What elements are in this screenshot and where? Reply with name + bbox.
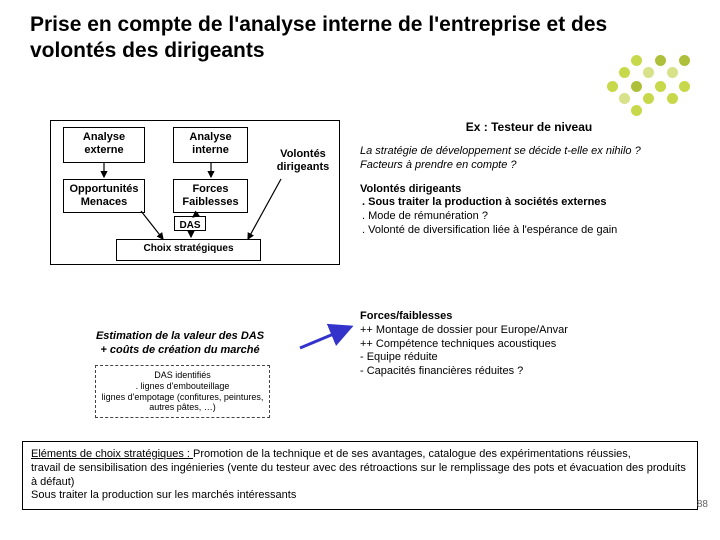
list-item: ++ Compétence techniques acoustiques — [360, 338, 698, 352]
decor-dot — [679, 81, 690, 92]
decor-dot — [655, 55, 666, 66]
vd-head: Volontés dirigeants — [360, 183, 698, 197]
list-item: . Volonté de diversification liée à l'es… — [360, 224, 698, 238]
list-item: . lignes d'embouteillage — [100, 381, 265, 392]
footer-body1: Promotion de la technique et de ses avan… — [193, 448, 631, 460]
decor-dot — [679, 55, 690, 66]
footer-lead: Eléments de choix stratégiques : — [31, 448, 193, 460]
vd-block: Volontés dirigeants . Sous traiter la pr… — [360, 183, 698, 238]
list-item: - Capacités financières réduites ? — [360, 365, 698, 379]
box-analyse-interne: Analyseinterne — [173, 127, 248, 163]
footer-box: Eléments de choix stratégiques : Promoti… — [22, 441, 698, 510]
page-number: 88 — [697, 499, 708, 510]
strategy-question: La stratégie de développement se décide … — [360, 145, 698, 173]
das-identifies-box: DAS identifiés . lignes d'embouteillagel… — [95, 365, 270, 418]
decor-dot — [655, 81, 666, 92]
list-item: autres pâtes, …) — [100, 402, 265, 413]
footer-body3: Sous traiter la production sur les march… — [31, 489, 296, 501]
box-das: DAS — [174, 216, 206, 231]
decor-dot — [643, 67, 654, 78]
box-analyse-externe: Analyseexterne — [63, 127, 145, 163]
list-item: ++ Montage de dossier pour Europe/Anvar — [360, 324, 698, 338]
decor-dot — [619, 93, 630, 104]
right-column: Ex : Testeur de niveau La stratégie de d… — [360, 120, 698, 238]
diagram-container: Analyseexterne Analyseinterne Opportunit… — [50, 120, 340, 265]
list-item: - Equipe réduite — [360, 351, 698, 365]
decor-dot — [631, 55, 642, 66]
decor-dot — [631, 105, 642, 116]
box-choix-strategiques: Choix stratégiques — [116, 239, 261, 261]
example-title: Ex : Testeur de niveau — [360, 120, 698, 135]
decor-dot — [643, 93, 654, 104]
decor-dot — [607, 81, 618, 92]
ff-head: Forces/faiblesses — [360, 310, 698, 324]
box-forces-faiblesses: ForcesFaiblesses — [173, 179, 248, 213]
footer-body2: travail de sensibilisation des ingénieri… — [31, 462, 686, 488]
list-item: . Mode de rémunération ? — [360, 210, 698, 224]
das-ident-head: DAS identifiés — [100, 370, 265, 381]
decor-dot — [631, 81, 642, 92]
estimation-box: Estimation de la valeur des DAS + coûts … — [70, 330, 290, 358]
big-arrow-icon — [298, 320, 356, 356]
list-item: lignes d'empotage (confitures, peintures… — [100, 392, 265, 403]
box-opportunites-menaces: OpportunitésMenaces — [63, 179, 145, 213]
decor-dot — [667, 93, 678, 104]
list-item: . Sous traiter la production à sociétés … — [360, 196, 698, 210]
decor-dots — [607, 55, 702, 110]
box-volontes-dirigeants: Volontésdirigeants — [269, 145, 337, 179]
decor-dot — [619, 67, 630, 78]
decor-dot — [667, 67, 678, 78]
forces-faiblesses-block: Forces/faiblesses ++ Montage de dossier … — [360, 310, 698, 379]
